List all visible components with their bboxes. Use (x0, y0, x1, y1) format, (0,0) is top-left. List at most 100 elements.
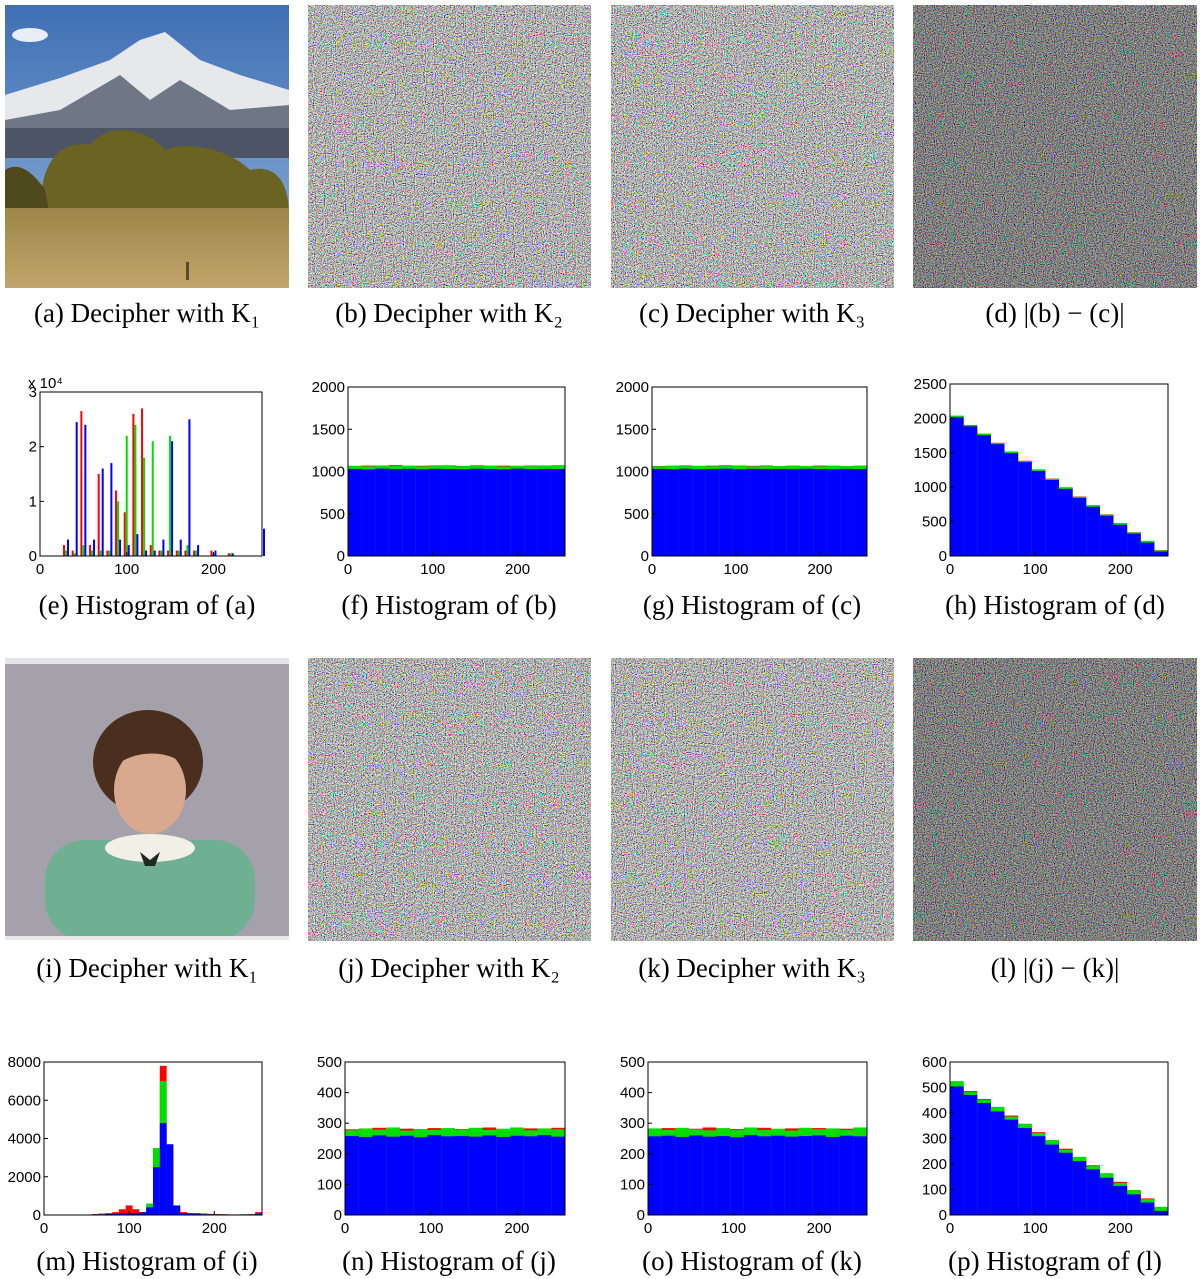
histogram-bar (1059, 1152, 1073, 1215)
x-tick-label: 100 (117, 1220, 142, 1237)
x-tick-label: 100 (418, 1220, 443, 1237)
histogram-bar (358, 1136, 373, 1215)
histogram-bar (1018, 462, 1032, 556)
histogram-bar (132, 1209, 140, 1215)
histogram-bar (798, 1136, 813, 1215)
spike (197, 545, 200, 556)
histogram-bar (799, 468, 814, 556)
histogram-bar (648, 1136, 662, 1215)
histogram-bar (1154, 1206, 1168, 1215)
axes-frame (39, 391, 263, 557)
histogram-bar (678, 468, 693, 556)
spike (231, 553, 234, 556)
histogram-bar (400, 1135, 414, 1215)
histogram-bar (427, 1135, 442, 1215)
x-tick-label: 100 (721, 1220, 746, 1237)
y-tick-label: 200 (620, 1146, 645, 1163)
histogram-bar (813, 468, 827, 556)
y-tick-label: 0 (637, 1207, 645, 1224)
spike (175, 550, 178, 556)
histogram-bar (771, 1135, 785, 1215)
caption: (m) Histogram of (i) (36, 1246, 257, 1276)
spike (158, 550, 161, 556)
x-tick-label: 0 (946, 561, 954, 578)
histogram-bar (950, 417, 964, 556)
histogram-bar (386, 1136, 400, 1215)
spike (91, 550, 94, 556)
histogram-bar (402, 468, 416, 556)
histogram-bar (255, 1213, 262, 1215)
y-tick-label: 500 (624, 506, 649, 523)
y-tick-label: 2500 (914, 376, 947, 393)
spike (160, 550, 163, 556)
caption: (i) Decipher with K₁ (36, 953, 258, 983)
x-tick-label: 100 (420, 561, 445, 578)
histogram-bar (187, 1213, 194, 1215)
axes-frame (949, 383, 1169, 557)
histogram-bar (1031, 471, 1046, 556)
y-tick-label: 500 (922, 514, 947, 531)
y-tick-label: 500 (317, 1054, 342, 1071)
y-tick-label: 300 (922, 1131, 947, 1148)
caption: (l) |(j) − (k)| (991, 953, 1120, 983)
spike (125, 435, 128, 556)
x-tick-label: 100 (1023, 1220, 1048, 1237)
y-tick-label: 4000 (8, 1131, 41, 1148)
caption: (g) Histogram of (c) (643, 590, 861, 620)
histogram-bar (388, 469, 403, 556)
histogram-bar (180, 1213, 188, 1215)
histogram-bar (1004, 453, 1019, 556)
histogram-bar (840, 468, 854, 556)
x-tick-label: 200 (807, 1220, 832, 1237)
spike (117, 501, 120, 556)
histogram-bar (784, 1136, 799, 1215)
x-tick-label: 200 (201, 561, 226, 578)
histogram-bar (786, 469, 800, 556)
x-tick-label: 0 (40, 1220, 48, 1237)
histogram-bar (661, 1135, 676, 1215)
spike (229, 553, 232, 556)
spike (84, 424, 87, 556)
histogram-bar (702, 1136, 717, 1215)
histogram-bar (1113, 524, 1128, 556)
histogram-bar (1154, 1210, 1168, 1215)
y-tick-label: 0 (337, 548, 345, 565)
spike (127, 545, 130, 556)
histogram-bar (1140, 542, 1155, 556)
histogram-bar (812, 1135, 826, 1215)
photo-landscape (5, 5, 289, 288)
spike (65, 550, 68, 556)
spike (132, 413, 135, 556)
histogram-bar (746, 468, 760, 556)
histogram-bar (990, 444, 1005, 556)
spike (134, 424, 137, 556)
spike (97, 474, 100, 556)
histogram-bar (348, 468, 362, 556)
caption: (p) Histogram of (l) (948, 1246, 1162, 1276)
histogram-bar (826, 469, 841, 556)
y-tick-label: 200 (317, 1146, 342, 1163)
histogram-bar (730, 1137, 744, 1215)
histogram-bar (705, 468, 720, 556)
histogram-bar (1004, 1119, 1019, 1215)
histogram-bar (719, 468, 733, 556)
y-tick-label: 0 (29, 548, 37, 565)
spike (136, 534, 139, 556)
histogram-bar (112, 1213, 119, 1215)
histogram-bar (652, 468, 666, 556)
histogram-bar (757, 1136, 772, 1215)
histogram-bar (689, 1135, 703, 1215)
spike (110, 463, 113, 556)
histogram-bar (743, 1135, 758, 1215)
caption: (j) Decipher with K₂ (338, 953, 560, 983)
histogram-bar (483, 468, 498, 556)
histogram-bar (1072, 1161, 1087, 1215)
y-tick-label: 500 (320, 506, 345, 523)
histogram-bar (125, 1205, 133, 1215)
spike (75, 422, 78, 556)
histogram-bar (692, 469, 706, 556)
spike (227, 553, 230, 556)
spike (214, 550, 217, 556)
x-tick-label: 100 (114, 561, 139, 578)
